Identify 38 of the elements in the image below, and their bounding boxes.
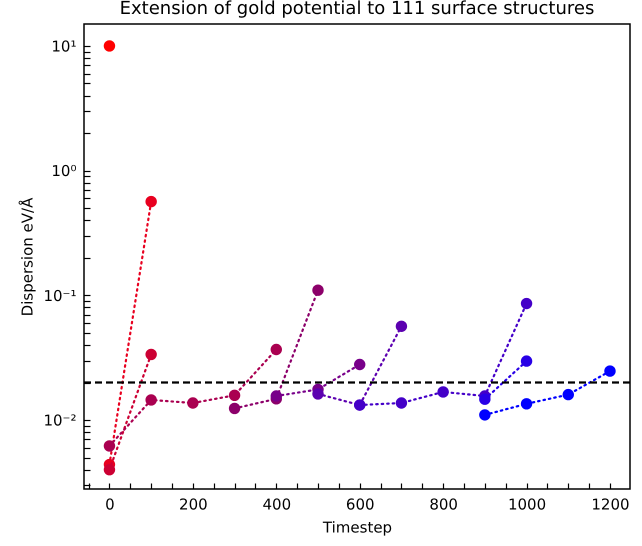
- x-axis-title: Timestep: [322, 518, 392, 536]
- point: [104, 40, 116, 52]
- y-tick-label: 10⁰: [51, 162, 76, 180]
- point: [145, 196, 157, 208]
- point: [562, 388, 574, 400]
- point: [354, 358, 366, 370]
- x-tick-label: 1000: [508, 496, 546, 514]
- point: [104, 464, 116, 476]
- point: [228, 390, 240, 401]
- point: [145, 348, 157, 360]
- x-tick-label: 400: [262, 496, 292, 514]
- chart-title: Extension of gold potential to 111 surface structures: [120, 0, 594, 19]
- point: [270, 390, 282, 402]
- point: [396, 397, 408, 409]
- x-tick-label: 600: [346, 496, 375, 514]
- y-tick-label: 10⁻¹: [43, 286, 76, 305]
- point: [520, 355, 532, 367]
- x-tick-label: 0: [105, 496, 115, 514]
- point: [479, 394, 491, 405]
- point: [270, 344, 282, 356]
- x-tick-label: 800: [429, 496, 458, 514]
- point: [520, 398, 532, 410]
- point: [145, 394, 157, 406]
- point: [479, 409, 491, 421]
- x-tick-label: 1200: [591, 496, 630, 514]
- point: [312, 388, 324, 400]
- point: [187, 397, 199, 409]
- point: [396, 320, 408, 332]
- y-tick-label: 10¹: [51, 37, 76, 56]
- point: [312, 284, 324, 296]
- point: [104, 440, 116, 452]
- x-tick-label: 200: [179, 496, 208, 514]
- point: [604, 365, 616, 377]
- point: [228, 402, 240, 414]
- y-axis-title: Dispersion eV/Å: [18, 196, 36, 316]
- point: [520, 298, 532, 310]
- point: [437, 386, 449, 398]
- y-tick-label: 10⁻²: [43, 412, 76, 430]
